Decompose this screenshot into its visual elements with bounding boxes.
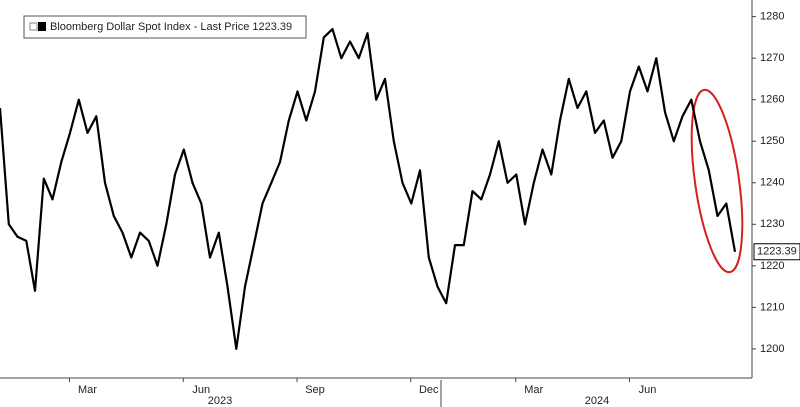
x-tick-label: Sep (305, 384, 325, 396)
year-label: 2023 (208, 395, 232, 407)
legend-toggle (29, 22, 38, 31)
x-tick-label: Mar (524, 384, 543, 396)
y-tick-label: 1250 (760, 135, 784, 147)
y-tick-label: 1270 (760, 52, 784, 64)
year-label: 2024 (585, 395, 609, 407)
y-tick-label: 1280 (760, 11, 784, 23)
legend-swatch (38, 22, 46, 31)
y-tick-label: 1230 (760, 218, 784, 230)
y-tick-label: 1240 (760, 177, 784, 189)
last-price-label: 1223.39 (757, 246, 797, 258)
y-tick-label: 1260 (760, 94, 784, 106)
x-tick-label: Jun (639, 384, 657, 396)
last-price-box (753, 243, 800, 261)
highlight-ellipse (690, 88, 744, 274)
y-tick-label: 1200 (760, 343, 784, 355)
legend: Bloomberg Dollar Spot Index - Last Price… (23, 15, 307, 39)
y-tick-label: 1220 (760, 260, 784, 272)
y-tick-label: 1210 (760, 301, 784, 313)
legend-label: Bloomberg Dollar Spot Index - Last Price… (50, 21, 292, 33)
x-tick-label: Jun (192, 384, 210, 396)
x-tick-label: Dec (419, 384, 439, 396)
x-tick-label: Mar (78, 384, 97, 396)
line-series (0, 28, 737, 350)
legend-box (23, 15, 307, 39)
